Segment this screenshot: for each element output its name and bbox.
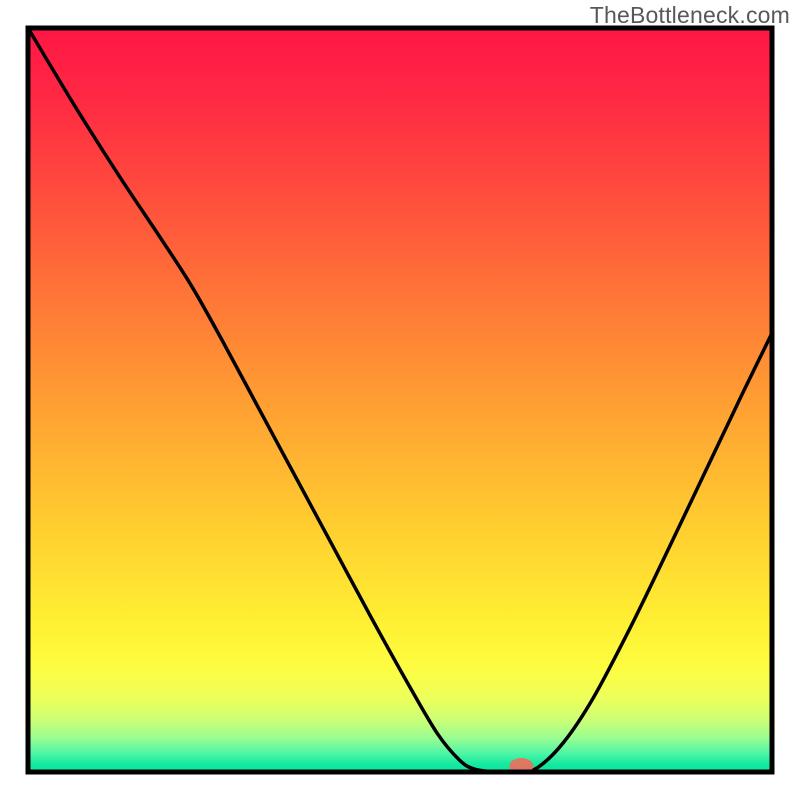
chart-svg — [0, 0, 800, 800]
plot-background — [28, 28, 772, 772]
watermark-text: TheBottleneck.com — [590, 2, 790, 29]
bottleneck-chart: TheBottleneck.com — [0, 0, 800, 800]
